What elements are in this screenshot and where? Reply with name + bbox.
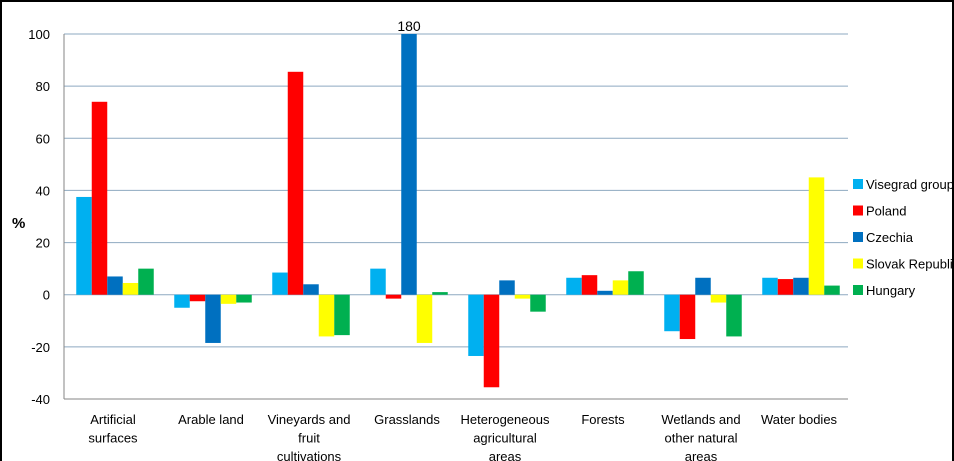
y-tick-label: 100 <box>28 27 50 42</box>
bar <box>777 279 794 295</box>
legend-swatch <box>853 232 863 242</box>
bar <box>370 268 386 295</box>
category-label: Grasslands <box>374 412 440 427</box>
bar <box>272 272 288 295</box>
y-tick-label: 80 <box>36 79 50 94</box>
legend-label: Visegrad group <box>866 177 954 192</box>
bar <box>808 177 825 295</box>
y-tick-labels: -40 -20 0 20 40 60 80 100 <box>28 27 50 407</box>
legend-label: Hungary <box>866 283 916 298</box>
bar <box>597 290 613 295</box>
bar <box>581 275 598 295</box>
bars <box>76 34 840 388</box>
bar <box>695 277 711 295</box>
bar <box>220 294 237 304</box>
bar <box>138 268 154 295</box>
category-label: Forests <box>581 412 625 427</box>
legend-swatch <box>853 205 863 216</box>
bar <box>334 294 350 336</box>
legend-swatch <box>853 258 863 269</box>
category-label: Vineyards and <box>268 412 351 427</box>
bar <box>679 294 696 340</box>
category-label: Water bodies <box>761 412 838 427</box>
bar <box>76 196 92 295</box>
bar <box>303 284 319 295</box>
bar <box>318 294 335 337</box>
bar <box>468 294 484 356</box>
y-axis-label: % <box>12 215 25 232</box>
bar <box>499 280 515 295</box>
bar <box>762 277 778 295</box>
y-tick-label: 60 <box>36 131 50 146</box>
bar <box>824 285 840 295</box>
bar <box>566 277 582 295</box>
bar <box>432 292 448 295</box>
y-tick-label: 0 <box>43 288 50 303</box>
category-labels: Artificial surfaces Arable land Vineyards a… <box>88 412 837 461</box>
y-tick-label: 40 <box>36 183 50 198</box>
category-label: areas <box>685 449 718 461</box>
category-label: Arable land <box>178 412 244 427</box>
bar <box>726 294 742 337</box>
category-label: Artificial <box>90 412 136 427</box>
bar <box>91 101 108 295</box>
bar <box>628 271 644 295</box>
bar <box>612 280 629 295</box>
axes <box>63 34 848 400</box>
bar <box>401 34 417 295</box>
category-label: other natural <box>665 431 738 446</box>
legend-swatch <box>853 285 863 295</box>
bar <box>189 294 206 302</box>
legend-swatch <box>853 179 863 189</box>
y-tick-label: -40 <box>31 392 50 407</box>
bar <box>287 71 304 295</box>
category-label: Heterogeneous <box>461 412 550 427</box>
category-label: surfaces <box>88 431 138 446</box>
bar <box>385 294 402 299</box>
category-label: cultivations <box>277 449 342 461</box>
bar <box>122 282 139 295</box>
legend-label: Poland <box>866 204 906 219</box>
bar <box>530 294 546 312</box>
bar <box>205 294 221 343</box>
legend: Visegrad group Poland Czechia Slovak Republ… <box>853 177 954 298</box>
bar <box>416 294 433 343</box>
y-tick-label: -20 <box>31 340 50 355</box>
data-label: 180 <box>397 18 421 34</box>
bar <box>483 294 500 388</box>
bar <box>514 294 531 299</box>
category-label: Wetlands and <box>661 412 740 427</box>
annotations: 180 <box>397 18 421 34</box>
bar <box>236 294 252 303</box>
bar <box>664 294 680 332</box>
category-label: areas <box>489 449 522 461</box>
y-tick-label: 20 <box>36 236 50 251</box>
legend-label: Czechia <box>866 230 914 245</box>
legend-label: Slovak Republic <box>866 257 954 272</box>
category-label: fruit <box>298 431 320 446</box>
category-label: agricultural <box>473 431 537 446</box>
bar <box>107 276 123 295</box>
bar <box>793 277 809 295</box>
bar <box>710 294 727 303</box>
bar <box>174 294 190 308</box>
